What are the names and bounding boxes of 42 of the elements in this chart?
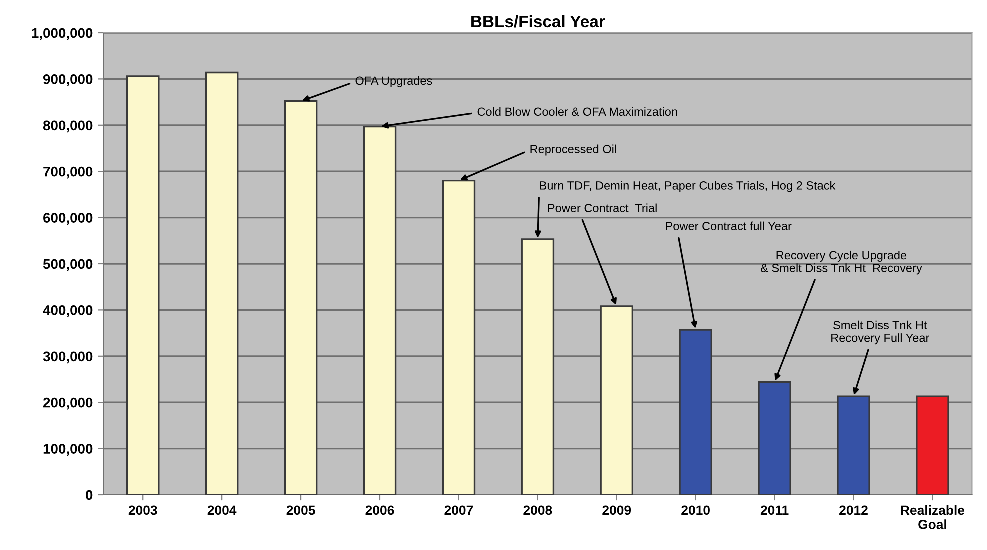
x-tick-label: 2012 — [840, 506, 868, 516]
y-tick-label: 600,000 — [44, 213, 93, 225]
bar — [600, 306, 634, 495]
bar — [521, 238, 555, 495]
y-tick-label: 900,000 — [44, 74, 93, 86]
annotation: Recovery Cycle Upgrade & Smelt Diss Tnk Ht Recovery — [760, 250, 922, 275]
y-tick-label: 800,000 — [43, 120, 93, 133]
x-tick-label: 2003 — [128, 506, 158, 516]
y-tick-label: 500,000 — [43, 259, 93, 272]
bar — [284, 100, 318, 495]
annotation: Burn TDF, Demin Heat, Paper Cubes Trials, Hog 2 Stack — [540, 181, 836, 192]
annotation: Reprocessed Oil — [530, 144, 616, 156]
x-tick-label: 2005 — [286, 506, 316, 516]
annotation: Power Contract full Year — [666, 222, 792, 230]
x-tick-label: 2010 — [682, 506, 710, 516]
bar — [758, 381, 792, 495]
bar — [837, 396, 870, 495]
bar — [679, 329, 712, 495]
annotation: Power Contract Trial — [548, 204, 657, 212]
bar — [363, 126, 397, 495]
bar — [205, 72, 239, 495]
chart-title: BBLs/Fiscal Year — [472, 15, 606, 28]
y-tick-label: 300,000 — [43, 352, 93, 364]
bar — [126, 76, 160, 495]
x-tick-label: 2009 — [602, 506, 632, 516]
x-tick-label: 2006 — [366, 506, 394, 516]
x-tick-label: 2004 — [208, 506, 237, 516]
y-tick-label: 0 — [86, 490, 93, 500]
x-tick-label: 2011 — [760, 506, 789, 516]
annotation: Smelt Diss Tnk Ht Recovery Full Year — [832, 320, 930, 345]
y-tick-label: 100,000 — [44, 444, 93, 456]
y-tick-label: 700,000 — [44, 166, 93, 179]
x-tick-label: 2008 — [524, 506, 552, 516]
bar — [916, 396, 950, 495]
bar — [442, 180, 476, 495]
x-tick-label: Realizable Goal — [901, 505, 965, 530]
annotation: OFA Upgrades — [356, 76, 432, 88]
y-tick-label: 400,000 — [43, 306, 93, 318]
y-tick-label: 1,000,000 — [32, 28, 93, 40]
x-tick-label: 2007 — [444, 506, 474, 516]
y-tick-label: 200,000 — [44, 398, 93, 410]
annotation: Cold Blow Cooler & OFA Maximization — [478, 107, 678, 116]
